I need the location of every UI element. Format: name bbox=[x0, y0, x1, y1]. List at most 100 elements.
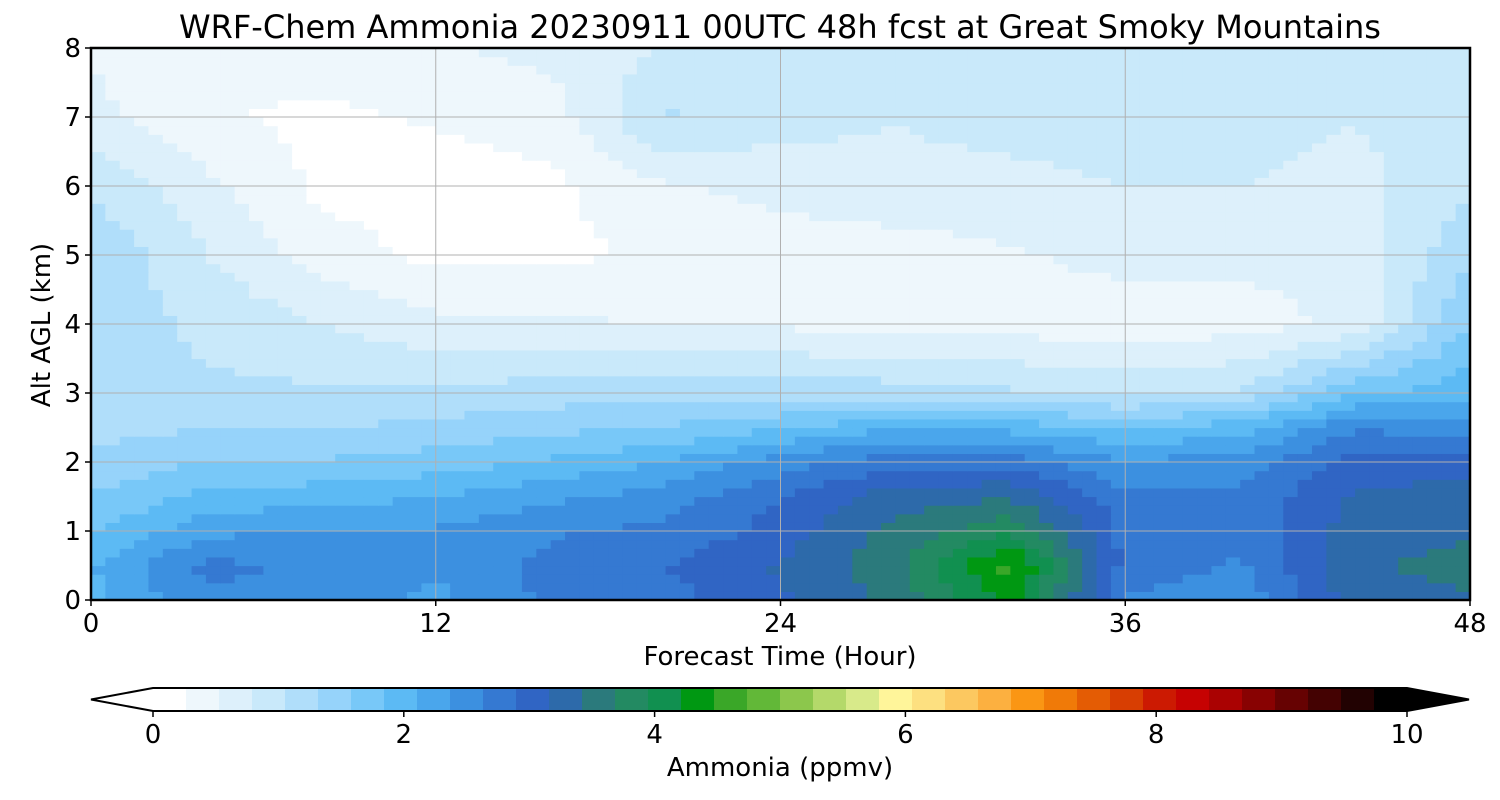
heatmap-cell bbox=[148, 531, 164, 541]
heatmap-cell bbox=[1053, 237, 1069, 247]
heatmap-cell bbox=[852, 280, 868, 291]
heatmap-cell bbox=[1240, 453, 1256, 463]
heatmap-cell bbox=[723, 487, 738, 498]
heatmap-cell bbox=[1254, 393, 1270, 403]
heatmap-cell bbox=[938, 418, 954, 429]
heatmap-cell bbox=[363, 410, 379, 420]
heatmap-cell bbox=[579, 168, 595, 178]
heatmap-cell bbox=[363, 272, 379, 282]
heatmap-cell bbox=[679, 151, 695, 161]
heatmap-cell bbox=[1283, 436, 1299, 446]
heatmap-cell bbox=[1240, 332, 1256, 342]
heatmap-cell bbox=[177, 186, 193, 196]
heatmap-cell bbox=[1412, 401, 1428, 411]
heatmap-cell bbox=[1096, 384, 1112, 394]
heatmap-cell bbox=[1426, 263, 1442, 273]
heatmap-cell bbox=[881, 298, 897, 308]
heatmap-cell bbox=[1168, 556, 1184, 567]
heatmap-cell bbox=[852, 418, 868, 429]
heatmap-cell bbox=[363, 470, 379, 480]
heatmap-cell bbox=[1268, 168, 1284, 178]
heatmap-cell bbox=[938, 410, 954, 420]
heatmap-cell bbox=[263, 401, 279, 411]
heatmap-cell bbox=[1297, 548, 1313, 558]
heatmap-cell bbox=[852, 246, 868, 256]
heatmap-cell bbox=[521, 349, 537, 360]
heatmap-cell bbox=[1369, 513, 1385, 523]
heatmap-cell bbox=[191, 556, 207, 567]
heatmap-cell bbox=[1283, 315, 1299, 325]
heatmap-cell bbox=[378, 539, 394, 549]
heatmap-cell bbox=[679, 272, 695, 282]
heatmap-cell bbox=[1297, 272, 1313, 282]
heatmap-cell bbox=[277, 462, 293, 472]
heatmap-cell bbox=[1455, 272, 1471, 282]
heatmap-cell bbox=[1225, 479, 1241, 489]
heatmap-cell bbox=[1240, 341, 1256, 351]
heatmap-cell bbox=[636, 375, 652, 385]
heatmap-cell bbox=[1067, 324, 1083, 334]
heatmap-cell bbox=[320, 436, 336, 446]
heatmap-cell bbox=[679, 418, 695, 429]
heatmap-cell bbox=[349, 194, 365, 204]
heatmap-cell bbox=[1426, 177, 1442, 187]
heatmap-cell bbox=[852, 237, 868, 247]
heatmap-cell bbox=[205, 229, 221, 239]
heatmap-cell bbox=[1168, 591, 1184, 601]
heatmap-cell bbox=[1225, 246, 1241, 256]
heatmap-cell bbox=[521, 263, 537, 273]
heatmap-cell bbox=[464, 263, 480, 273]
heatmap-cell bbox=[938, 160, 954, 170]
heatmap-cell bbox=[1153, 487, 1169, 498]
heatmap-cell bbox=[450, 315, 466, 325]
heatmap-cell bbox=[1168, 565, 1184, 575]
heatmap-cell bbox=[708, 349, 724, 360]
heatmap-cell bbox=[579, 211, 595, 222]
heatmap-cell bbox=[1426, 160, 1442, 170]
heatmap-cell bbox=[335, 255, 351, 265]
heatmap-cell bbox=[435, 168, 451, 178]
heatmap-cell bbox=[1369, 418, 1385, 429]
heatmap-cell bbox=[550, 548, 566, 558]
heatmap-cell bbox=[421, 453, 437, 463]
heatmap-cell bbox=[407, 324, 422, 334]
heatmap-cell bbox=[694, 505, 710, 515]
heatmap-cell bbox=[1326, 444, 1342, 454]
heatmap-cell bbox=[579, 479, 595, 489]
heatmap-cell bbox=[421, 324, 437, 334]
heatmap-cell bbox=[507, 574, 523, 584]
heatmap-cell bbox=[1240, 496, 1256, 506]
heatmap-cell bbox=[249, 393, 264, 403]
heatmap-cell bbox=[148, 263, 164, 273]
heatmap-cell bbox=[536, 332, 552, 342]
heatmap-cell bbox=[995, 298, 1011, 308]
heatmap-cell bbox=[924, 177, 940, 187]
heatmap-cell bbox=[952, 565, 968, 575]
heatmap-cell bbox=[938, 306, 954, 316]
heatmap-cell bbox=[378, 513, 394, 523]
heatmap-cell bbox=[1096, 315, 1112, 325]
heatmap-cell bbox=[1082, 298, 1098, 308]
heatmap-cell bbox=[1340, 367, 1356, 377]
heatmap-cell bbox=[1283, 272, 1299, 282]
heatmap-cell bbox=[665, 306, 681, 316]
heatmap-cell bbox=[550, 487, 566, 498]
heatmap-cell bbox=[608, 263, 624, 273]
heatmap-cell bbox=[105, 263, 121, 273]
heatmap-cell bbox=[521, 548, 537, 558]
heatmap-cell bbox=[694, 470, 710, 480]
heatmap-cell bbox=[292, 306, 308, 316]
heatmap-cell bbox=[837, 289, 853, 299]
heatmap-cell bbox=[493, 453, 509, 463]
heatmap-cell bbox=[1197, 168, 1213, 178]
heatmap-cell bbox=[651, 582, 667, 592]
heatmap-cell bbox=[550, 418, 566, 429]
heatmap-cell bbox=[220, 565, 236, 575]
heatmap-cell bbox=[234, 272, 250, 282]
heatmap-cell bbox=[306, 220, 322, 230]
heatmap-cell bbox=[1412, 211, 1428, 222]
heatmap-cell bbox=[622, 272, 638, 282]
heatmap-cell bbox=[550, 367, 566, 377]
heatmap-cell bbox=[148, 505, 164, 515]
heatmap-cell bbox=[1082, 375, 1098, 385]
